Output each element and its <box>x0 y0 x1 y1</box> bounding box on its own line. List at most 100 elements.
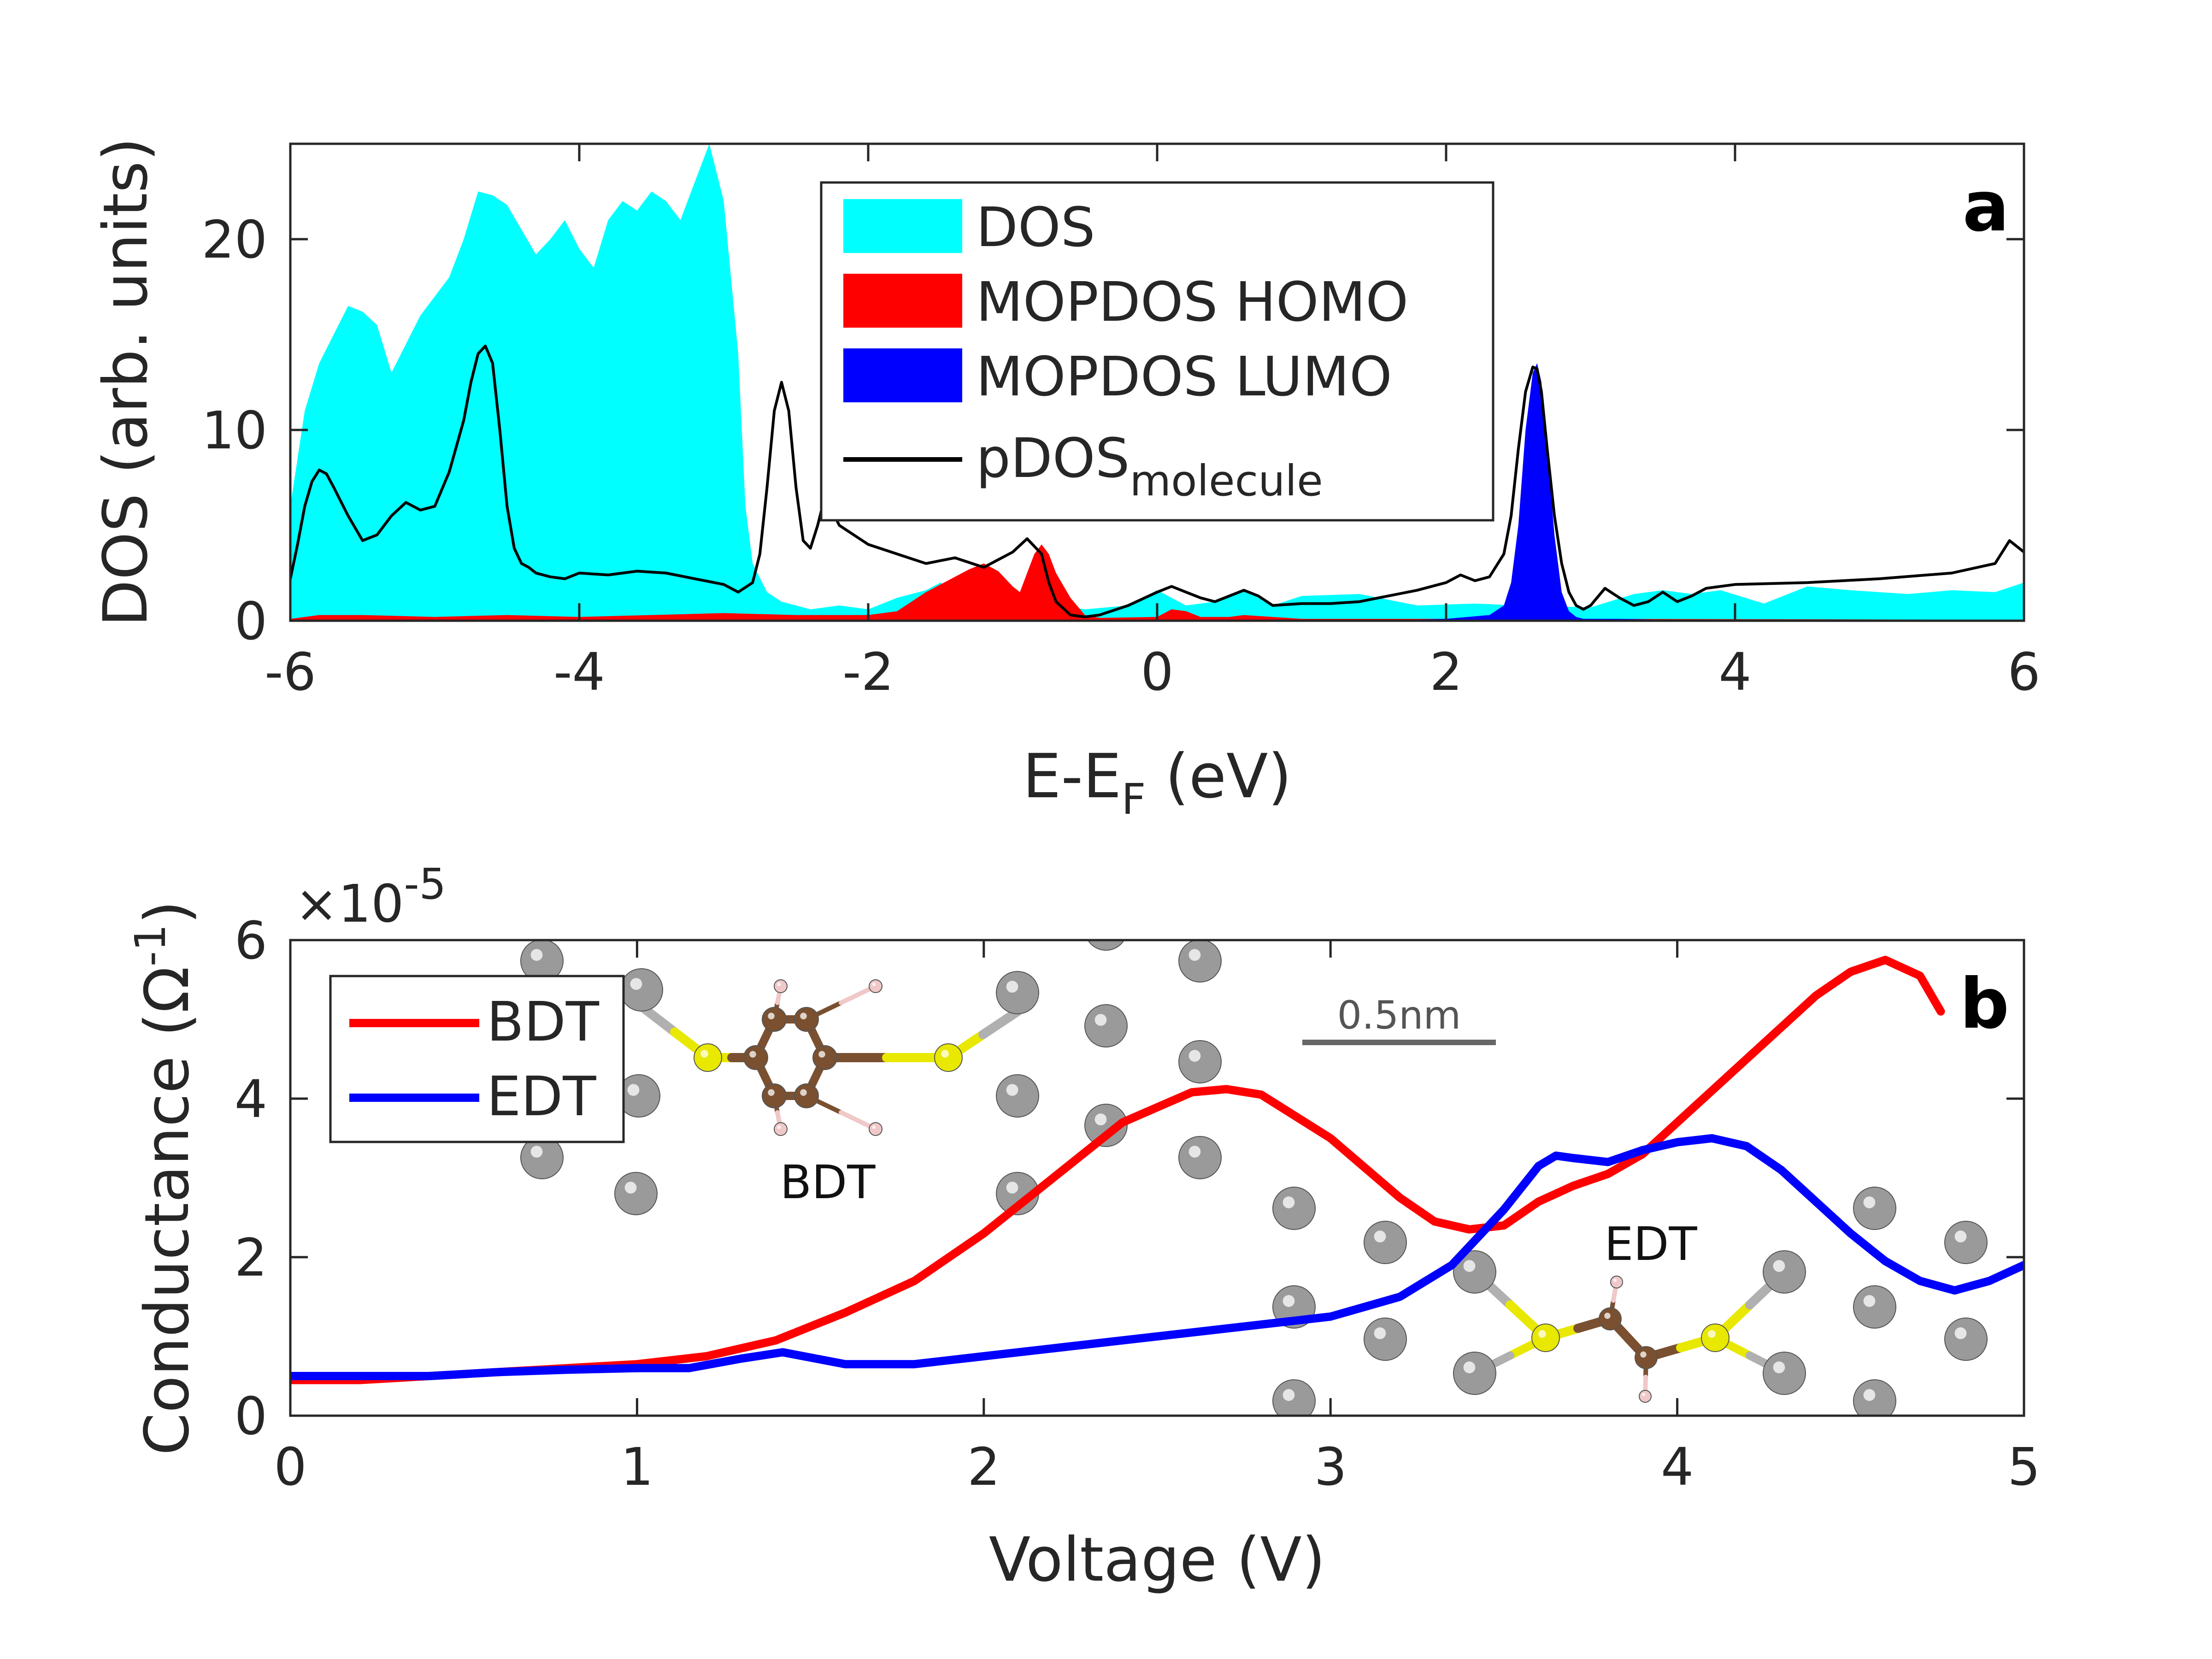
gold-atom-highlight <box>1094 1113 1107 1126</box>
series-area-dos <box>290 144 2024 621</box>
gold-atom <box>1853 1187 1896 1230</box>
legend-label-dos: DOS <box>976 195 1095 259</box>
series-line-edt <box>290 1134 2024 1380</box>
x-tick-label: 0 <box>1141 642 1173 702</box>
gold-atom-highlight <box>530 1146 543 1158</box>
gold-atom <box>1763 1352 1806 1395</box>
gold-atom <box>1853 1285 1896 1329</box>
carbon-atom-highlight <box>1640 1351 1647 1358</box>
gold-atom <box>1272 1379 1316 1416</box>
molecule-illustrations <box>520 940 1988 1416</box>
y-tick-label: 6 <box>235 911 267 971</box>
panel-b-axes-box <box>289 939 2025 1417</box>
gold-atom-highlight <box>1188 1146 1201 1158</box>
hydrogen-atom <box>774 1122 788 1136</box>
gold-atom-highlight <box>1006 981 1018 993</box>
hydrogen-atom-highlight <box>777 1125 781 1130</box>
carbon-atom-highlight <box>768 1012 775 1019</box>
sulfur-atom-highlight <box>700 1050 708 1058</box>
gold-atom <box>1178 1136 1222 1179</box>
x-tick-label: -2 <box>842 642 894 702</box>
gold-atom-highlight <box>1282 1196 1295 1209</box>
hydrogen-atom <box>1639 1390 1652 1403</box>
gold-atom-highlight <box>1463 1361 1476 1374</box>
carbon-atom <box>1635 1346 1658 1369</box>
series-line-pdos-molecule <box>290 344 2024 618</box>
gold-atom-highlight <box>1188 949 1201 961</box>
panel-b-y-axis-label: Conductance (Ω-1) <box>126 900 203 1455</box>
scale-bar-label: 0.5nm <box>1337 993 1461 1038</box>
hydrogen-atom-highlight <box>1642 1393 1646 1397</box>
x-tick-label: 5 <box>2007 1437 2040 1497</box>
gold-atom-highlight <box>1374 1327 1386 1340</box>
x-tick-label: 0 <box>274 1437 306 1497</box>
legend-label-edt: EDT <box>487 1065 596 1128</box>
gold-atom-highlight <box>1863 1196 1876 1209</box>
gold-atom-highlight <box>1094 1014 1107 1026</box>
carbon-atom-highlight <box>1604 1312 1611 1319</box>
carbon-atom <box>794 1083 819 1108</box>
gold-atom <box>1453 1352 1496 1395</box>
y-tick-label: 10 <box>201 401 267 461</box>
gold-atom-highlight <box>1374 1230 1386 1243</box>
molecule-label-bdt: BDT <box>780 1155 876 1209</box>
gold-atom-highlight <box>1006 1084 1018 1096</box>
y-tick-label: 4 <box>235 1070 267 1130</box>
y-tick-label: 20 <box>201 210 267 270</box>
panel-a-label: a <box>1963 167 2009 247</box>
hydrogen-atom-highlight <box>872 982 876 987</box>
molecule-bond <box>978 1007 1022 1039</box>
gold-atom <box>1364 1221 1407 1264</box>
series-line-bdt <box>290 956 1945 1384</box>
x-tick-label: 4 <box>1661 1437 1694 1497</box>
panel-a-legend: DOS MOPDOS HOMO MOPDOS LUMO pDOSmolecule <box>820 181 1494 522</box>
legend-label-pdos: pDOSmolecule <box>976 426 1323 506</box>
gold-atom <box>1944 1318 1988 1361</box>
gold-atom-highlight <box>1006 1182 1018 1194</box>
gold-atom <box>996 1074 1039 1118</box>
gold-atom-highlight <box>1282 1295 1295 1307</box>
gold-atom-highlight <box>627 1084 640 1096</box>
x-tick-label: 1 <box>621 1437 653 1497</box>
carbon-atom-highlight <box>800 1012 807 1019</box>
gold-atom-highlight <box>1282 1389 1295 1401</box>
panel-b-conductance-chart: 0 1 2 3 4 5 0 2 4 6 ×10-5 Voltage (V) Conductance… <box>126 859 2041 1595</box>
carbon-atom-highlight <box>768 1089 775 1096</box>
gold-atom <box>996 971 1039 1014</box>
hydrogen-atom <box>869 1122 882 1136</box>
legend-label-bdt: BDT <box>487 990 600 1053</box>
molecule-label-edt: EDT <box>1604 1217 1697 1271</box>
gold-atom <box>1178 1040 1222 1083</box>
x-tick-label: 2 <box>967 1437 1000 1497</box>
carbon-atom <box>743 1045 768 1070</box>
sulfur-atom-highlight <box>1708 1330 1716 1338</box>
sulfur-atom <box>934 1043 963 1072</box>
gold-atom <box>1364 1318 1407 1361</box>
panel-a-y-axis-label: DOS (arb. units) <box>90 137 161 627</box>
x-tick-label: 3 <box>1314 1437 1347 1497</box>
legend-label-lumo: MOPDOS LUMO <box>976 345 1392 408</box>
panel-b-legend: BDT EDT <box>329 975 625 1143</box>
carbon-atom <box>762 1007 787 1032</box>
gold-atom <box>1853 1379 1896 1416</box>
gold-atom <box>1087 940 1125 951</box>
gold-atom-highlight <box>1863 1389 1876 1401</box>
x-tick-label: -6 <box>265 642 316 702</box>
gold-atom <box>1084 1004 1128 1047</box>
hydrogen-atom <box>1610 1276 1623 1288</box>
sulfur-atom-highlight <box>1538 1330 1546 1338</box>
gold-atom <box>620 968 663 1012</box>
gold-atom-highlight <box>1954 1327 1967 1340</box>
gold-atom <box>1763 1250 1806 1294</box>
carbon-atom <box>812 1045 837 1070</box>
gold-atom <box>1084 1104 1128 1147</box>
gold-atom <box>1453 1250 1496 1294</box>
hydrogen-atom <box>869 979 882 993</box>
hydrogen-atom <box>774 979 788 993</box>
gold-atom-highlight <box>1188 1050 1201 1062</box>
carbon-atom-highlight <box>800 1089 807 1096</box>
x-tick-label: 2 <box>1430 642 1462 702</box>
gold-atom-highlight <box>1773 1260 1785 1272</box>
sulfur-atom <box>1531 1324 1560 1352</box>
